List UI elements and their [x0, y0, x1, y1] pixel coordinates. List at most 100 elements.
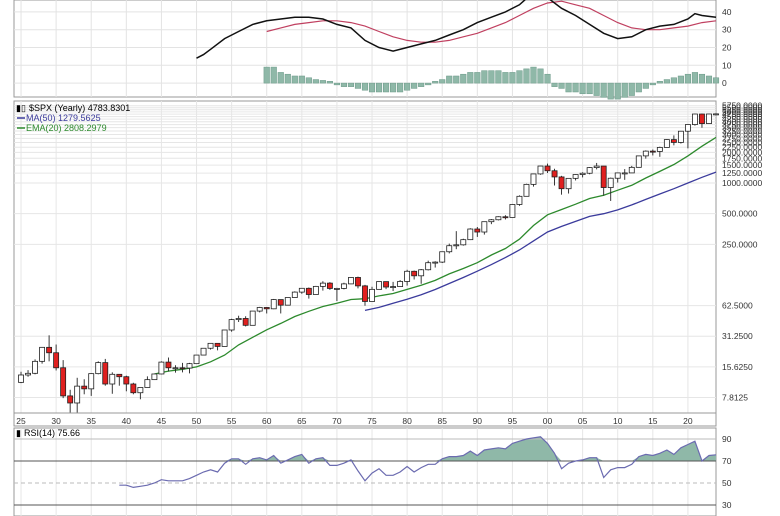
- candle-body: [74, 385, 81, 404]
- candle-body: [256, 307, 263, 312]
- candle-body: [81, 385, 88, 390]
- candle: [88, 373, 95, 396]
- candle-body: [684, 124, 691, 132]
- candle: [277, 299, 284, 314]
- candle-body: [172, 367, 179, 370]
- candle: [235, 315, 242, 323]
- candle-body: [537, 165, 544, 175]
- macd-histogram-bar: [277, 72, 284, 84]
- macd-histogram-bar: [558, 82, 565, 89]
- candle: [600, 165, 607, 196]
- candle: [628, 165, 635, 174]
- price-tick-label: 4750.0000: [722, 109, 762, 119]
- legend-last-value: 4783.8301: [88, 103, 131, 113]
- candle: [621, 169, 628, 180]
- rsi-line: [119, 436, 717, 489]
- legend-symbol: $SPX (Yearly): [29, 103, 85, 113]
- candle-body: [46, 346, 53, 354]
- x-tick-label: 75: [367, 416, 377, 426]
- candle: [207, 342, 214, 350]
- candle: [214, 342, 221, 351]
- x-tick-label: 85: [437, 416, 447, 426]
- macd-histogram-bar: [614, 82, 621, 100]
- macd-histogram-bar: [488, 70, 495, 84]
- macd-histogram-bar: [656, 81, 663, 84]
- candle: [284, 297, 291, 306]
- macd-histogram-bar: [354, 82, 362, 89]
- candle-body: [158, 361, 165, 375]
- svg-text:RSI(14) 75.66: RSI(14) 75.66: [24, 428, 80, 438]
- macd-histogram-bar: [495, 70, 502, 84]
- legend-symbol-icon: ▮▯: [16, 103, 26, 113]
- macd-histogram-bar: [453, 75, 460, 84]
- candle: [39, 346, 46, 364]
- candle-body: [467, 228, 474, 241]
- price-tick-label: 5250.0000: [722, 105, 762, 115]
- macd-histogram-bar: [411, 82, 418, 89]
- candle: [123, 375, 130, 392]
- candle-body: [18, 374, 24, 383]
- candle: [137, 387, 144, 400]
- price-frame: [13, 100, 717, 414]
- rsi-tick-label: 30: [722, 500, 732, 510]
- candle-body: [425, 262, 432, 271]
- candle: [151, 373, 158, 381]
- candle: [656, 146, 663, 157]
- candle: [369, 286, 375, 302]
- price-tick-label: 62.5000: [722, 301, 753, 311]
- candle-body: [502, 216, 509, 219]
- macd-histogram-bar: [677, 75, 684, 84]
- macd-tick-label: 10: [722, 60, 732, 70]
- price-tick-label: 3000.0000: [722, 129, 762, 139]
- candle: [411, 270, 418, 280]
- macd-histogram-bar: [270, 66, 277, 84]
- candle-body: [663, 139, 670, 148]
- candle: [81, 379, 88, 395]
- candle: [46, 335, 53, 362]
- candle-body: [123, 376, 130, 385]
- candle-body: [165, 361, 172, 369]
- candle-body: [326, 282, 333, 289]
- price-tick-label: 7.8125: [722, 392, 748, 402]
- candle-body: [642, 150, 649, 157]
- price-tick-label: 15.6250: [722, 362, 753, 372]
- price-tick-label: 4500.0000: [722, 112, 762, 122]
- candle-body: [397, 281, 404, 287]
- price-tick-label: 4250.0000: [722, 114, 762, 124]
- macd-histogram-bar: [432, 81, 439, 84]
- candle: [699, 113, 705, 128]
- price-tick-label: 3750.0000: [722, 120, 762, 130]
- macd-histogram-bar: [474, 72, 481, 84]
- x-tick-label: 15: [648, 416, 658, 426]
- macd-histogram-bar: [572, 82, 579, 93]
- macd-histogram-bar: [425, 82, 432, 86]
- macd-histogram-bar: [340, 82, 347, 87]
- macd-histogram-bar: [368, 82, 376, 93]
- candle-body: [270, 299, 277, 310]
- price-tick-label: 2250.0000: [722, 142, 762, 152]
- candle-body: [348, 277, 354, 285]
- candle: [670, 135, 677, 146]
- candle: [144, 376, 151, 388]
- candle: [228, 318, 235, 332]
- candle: [481, 221, 488, 235]
- candle-body: [488, 219, 495, 223]
- price-tick-label: 500.0000: [722, 209, 758, 219]
- candle: [291, 291, 298, 298]
- macd-frame: [13, 0, 717, 98]
- candle: [446, 243, 453, 254]
- candle-body: [214, 342, 221, 347]
- svg-text:EMA(20) 2808.2979: EMA(20) 2808.2979: [26, 123, 107, 133]
- candle-body: [200, 347, 207, 356]
- candle-body: [116, 373, 123, 378]
- candle: [165, 357, 172, 372]
- price-tick-label: 1750.0000: [722, 153, 762, 163]
- candle: [263, 307, 270, 314]
- candle: [684, 124, 691, 149]
- candle-body: [207, 342, 214, 349]
- price-tick-label: 3250.0000: [722, 126, 762, 136]
- macd-tick-label: 0: [722, 78, 727, 88]
- candle-body: [635, 155, 642, 168]
- macd-histogram-bar: [312, 79, 319, 84]
- x-tick-label: 20: [683, 416, 693, 426]
